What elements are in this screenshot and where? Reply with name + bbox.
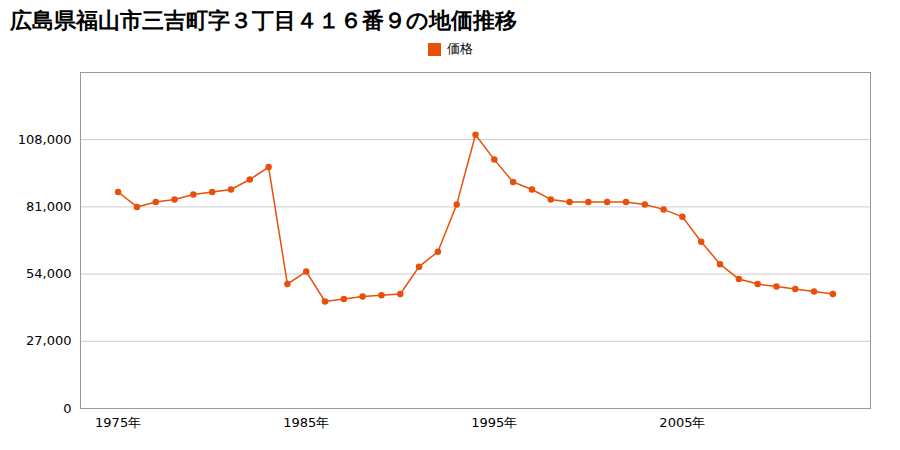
svg-text:108,000: 108,000 <box>18 132 72 147</box>
svg-text:1985年: 1985年 <box>283 415 329 430</box>
svg-text:0: 0 <box>63 401 71 416</box>
svg-text:2005年: 2005年 <box>659 415 705 430</box>
html-text:広島県福山市三吉町字３丁目４１６番９の地価推移: 広島県福山市三吉町字３丁目４１６番９の地価推移 <box>10 8 517 33</box>
svg-text:81,000: 81,000 <box>26 199 72 214</box>
svg-text:54,000: 54,000 <box>26 266 72 281</box>
svg-text:1975年: 1975年 <box>95 415 141 430</box>
html-text:価格: 価格 <box>446 41 473 56</box>
svg-text:1995年: 1995年 <box>471 415 517 430</box>
svg-text:27,000: 27,000 <box>26 333 72 348</box>
